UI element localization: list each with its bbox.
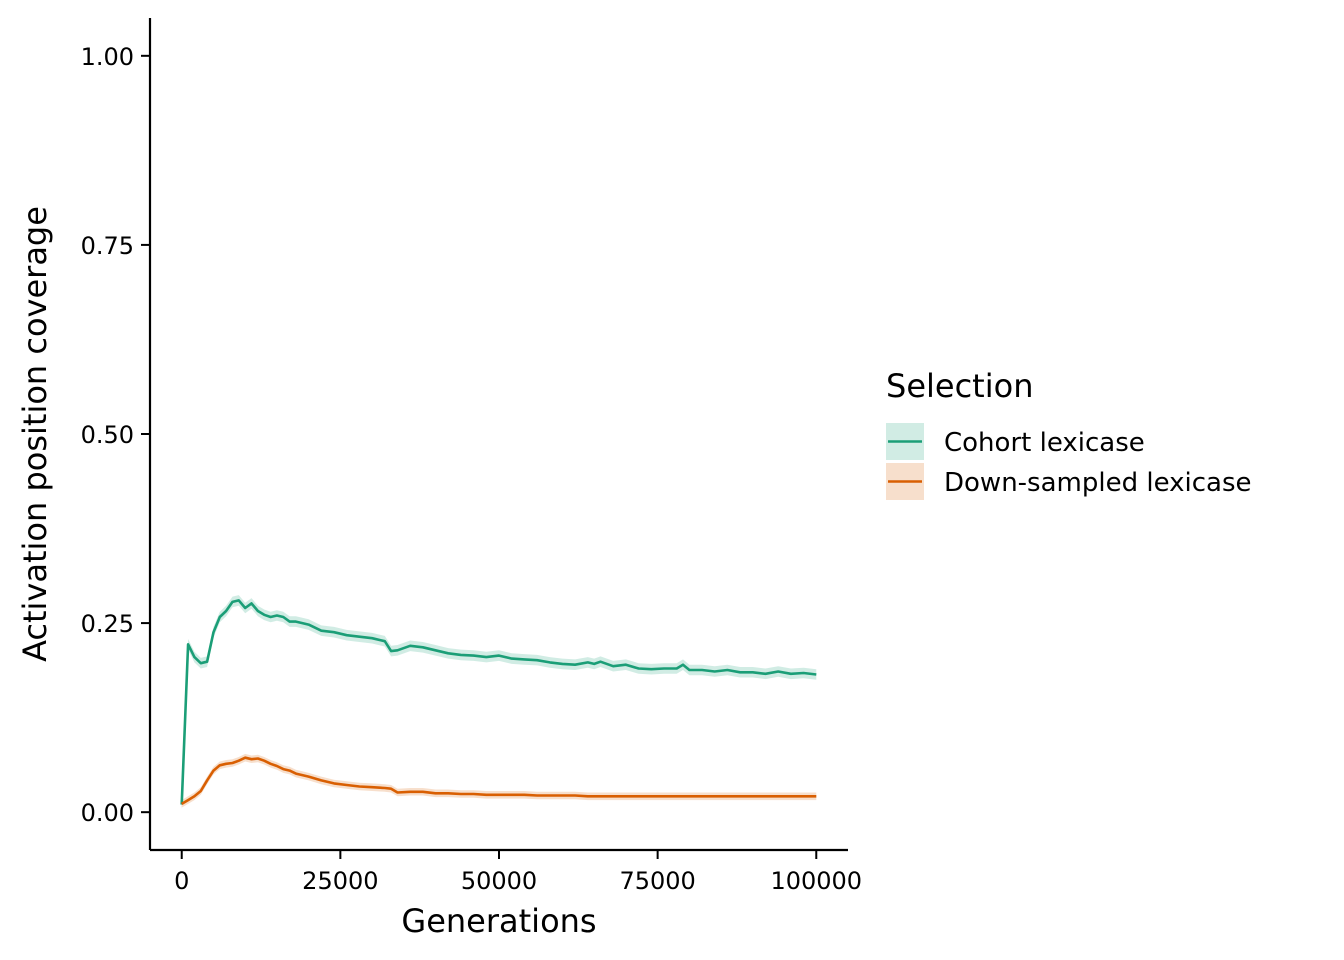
x-tick-label: 50000 <box>461 867 537 895</box>
y-tick-label: 1.00 <box>81 43 134 71</box>
legend-label-downsampled: Down-sampled lexicase <box>944 468 1252 498</box>
y-tick-label: 0.75 <box>81 232 134 260</box>
x-tick-label: 25000 <box>302 867 378 895</box>
legend: Selection Cohort lexicase Down-sampled l… <box>886 367 1252 500</box>
line-series-1 <box>181 756 817 806</box>
x-axis-title: Generations <box>401 902 596 940</box>
y-tick-label: 0.50 <box>81 421 134 449</box>
ribbon-series-1 <box>181 753 817 808</box>
y-tick-label: 0.00 <box>81 799 134 827</box>
series-lines <box>180 599 817 806</box>
ribbon-series-0 <box>181 595 817 810</box>
x-tick-label: 100000 <box>770 867 862 895</box>
line-series-0 <box>180 599 817 805</box>
y-axis-title: Activation position coverage <box>16 206 54 662</box>
x-tick-label: 0 <box>174 867 189 895</box>
legend-label-cohort: Cohort lexicase <box>944 428 1145 458</box>
x-tick-label: 75000 <box>619 867 695 895</box>
y-tick-label: 0.25 <box>81 610 134 638</box>
confidence-ribbons <box>181 595 817 810</box>
axes: 0.00 0.25 0.50 0.75 1.00 0 25000 50000 75000 1000… <box>81 18 862 895</box>
legend-title: Selection <box>886 367 1033 405</box>
